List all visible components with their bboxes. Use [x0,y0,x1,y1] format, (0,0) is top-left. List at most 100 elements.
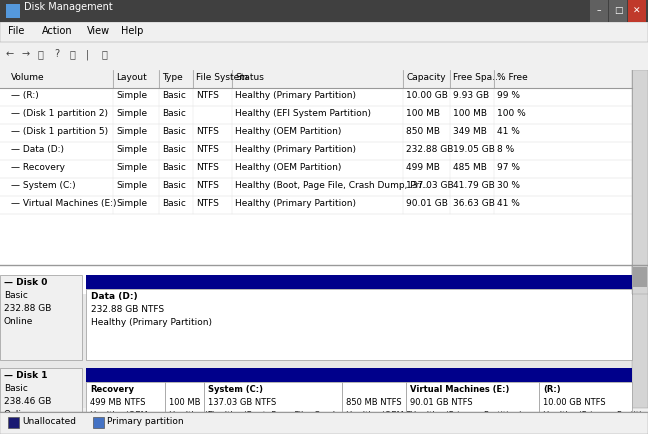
Text: 41 %: 41 % [497,127,520,136]
Text: Help: Help [121,26,143,36]
Text: Healthy (Primary Partition): Healthy (Primary Partition) [235,145,356,154]
Text: Free Spa...: Free Spa... [454,73,501,82]
Text: ⬜: ⬜ [38,49,44,59]
Bar [633,267,647,287]
Bar [0,275,82,360]
Text: % Free: % Free [497,73,527,82]
Text: ⬜: ⬜ [70,49,76,59]
Text: 90.01 GB: 90.01 GB [406,199,448,208]
Text: Volume: Volume [11,73,45,82]
Text: □: □ [614,7,622,16]
Text: Status: Status [235,73,264,82]
Text: NTFS: NTFS [196,163,219,172]
Bar [8,417,19,428]
Text: Healthy (Boot, Page File, Crash: Healthy (Boot, Page File, Crash [208,411,338,420]
Text: Basic: Basic [162,199,185,208]
Text: Capacity: Capacity [406,73,446,82]
Text: View: View [87,26,110,36]
Text: 850 MB NTFS: 850 MB NTFS [346,398,401,407]
Text: |: | [86,49,89,59]
Text: Primary partition: Primary partition [107,417,183,426]
Text: — (R:): — (R:) [11,91,38,100]
Text: 100 MB: 100 MB [169,398,201,407]
Bar [86,275,632,289]
Bar [632,70,648,294]
Text: 99 %: 99 % [497,91,520,100]
Text: Healthy (OEM P.: Healthy (OEM P. [346,411,413,420]
Text: — Disk 0: — Disk 0 [4,278,47,287]
Bar [341,382,406,434]
Text: NTFS: NTFS [196,181,219,190]
Text: Virtual Machines (E:): Virtual Machines (E:) [410,385,509,394]
Text: — (Disk 1 partition 2): — (Disk 1 partition 2) [11,109,108,118]
Bar [406,382,539,434]
Bar [86,368,632,382]
Text: Simple: Simple [117,199,148,208]
Text: 232.88 GB: 232.88 GB [406,145,454,154]
Text: 10.00 GB NTFS: 10.00 GB NTFS [544,398,606,407]
Bar [0,22,648,42]
Text: Online: Online [4,317,34,326]
Bar [86,289,632,360]
Text: File: File [8,26,25,36]
Bar [0,70,632,88]
Bar [609,0,627,22]
Text: 97 %: 97 % [497,163,520,172]
Text: (R:): (R:) [544,385,561,394]
Text: Simple: Simple [117,181,148,190]
Bar [0,70,632,294]
Text: ←: ← [6,49,14,59]
Bar [0,0,648,22]
Text: Basic: Basic [162,145,185,154]
Bar [0,368,82,434]
Text: Healthy (Primary Partitio: Healthy (Primary Partitio [544,411,647,420]
Text: — Recovery: — Recovery [11,163,65,172]
Text: Healthy (OEM Partition): Healthy (OEM Partition) [235,127,341,136]
Text: →: → [22,49,30,59]
Text: Recovery: Recovery [90,385,134,394]
Text: 100 MB: 100 MB [406,109,440,118]
Text: –: – [597,7,601,16]
Text: 137.03 GB: 137.03 GB [406,181,454,190]
Text: 8 %: 8 % [497,145,514,154]
Text: 499 MB NTFS: 499 MB NTFS [90,398,146,407]
Text: Online: Online [4,410,34,419]
Text: Basic: Basic [162,109,185,118]
Text: Type: Type [162,73,183,82]
Text: NTFS: NTFS [196,145,219,154]
Bar [0,265,648,408]
Text: 100 MB: 100 MB [454,109,487,118]
Text: Basic: Basic [162,127,185,136]
Text: 19.05 GB: 19.05 GB [454,145,495,154]
Text: Layout: Layout [117,73,147,82]
Text: Healthy (Primary Partition): Healthy (Primary Partition) [235,91,356,100]
Text: ✕: ✕ [633,7,641,16]
Text: Simple: Simple [117,109,148,118]
Text: — Virtual Machines (E:): — Virtual Machines (E:) [11,199,116,208]
Bar [86,382,165,434]
Text: Basic: Basic [4,384,28,393]
Text: 100 %: 100 % [497,109,526,118]
Text: Healthy (EFI System Partition): Healthy (EFI System Partition) [235,109,371,118]
Text: 232.88 GB NTFS: 232.88 GB NTFS [91,305,164,314]
Bar [628,0,646,22]
Text: 349 MB: 349 MB [454,127,487,136]
Text: 41 %: 41 % [497,199,520,208]
Text: 137.03 GB NTFS: 137.03 GB NTFS [208,398,277,407]
Text: Simple: Simple [117,163,148,172]
Text: Unallocated: Unallocated [22,417,76,426]
Text: Healthy (E: Healthy (E [169,411,213,420]
Text: 90.01 GB NTFS: 90.01 GB NTFS [410,398,473,407]
Text: 41.79 GB: 41.79 GB [454,181,495,190]
Text: Simple: Simple [117,91,148,100]
Bar [204,382,341,434]
Text: 30 %: 30 % [497,181,520,190]
Text: Disk Management: Disk Management [24,2,113,12]
Text: 10.00 GB: 10.00 GB [406,91,448,100]
Bar [6,4,20,18]
Text: Basic: Basic [162,91,185,100]
Bar [165,382,204,434]
Text: Healthy (Boot, Page File, Crash Dump, Pri...: Healthy (Boot, Page File, Crash Dump, Pr… [235,181,430,190]
Text: NTFS: NTFS [196,91,219,100]
Text: ⬜: ⬜ [102,49,108,59]
